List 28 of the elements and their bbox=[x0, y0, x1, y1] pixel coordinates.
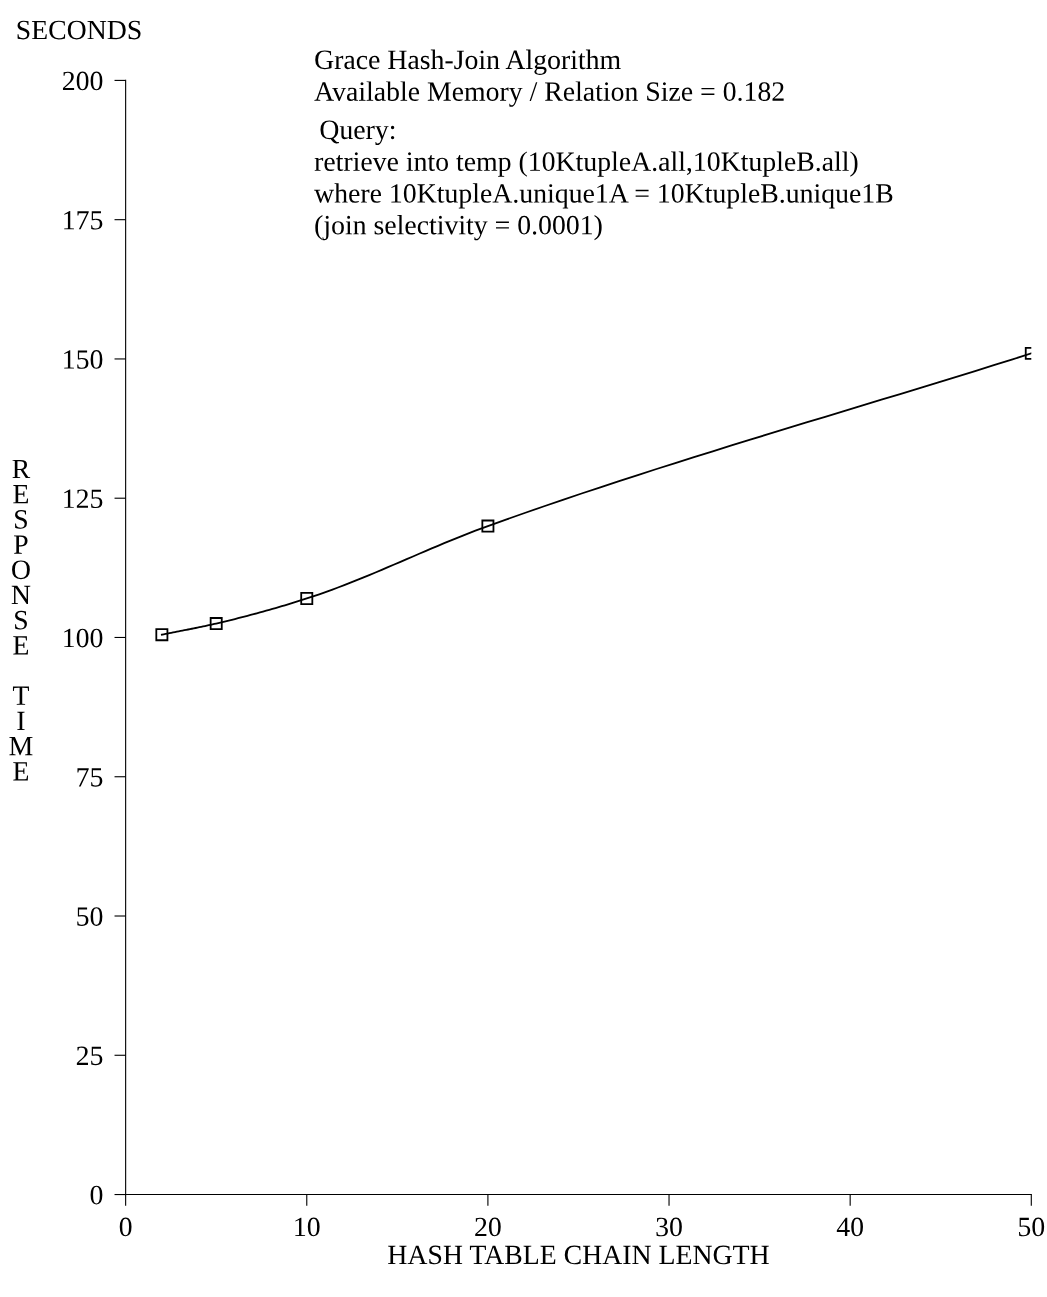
y-tick-label: 150 bbox=[64, 350, 103, 369]
x-tick-label: 40 bbox=[836, 1217, 863, 1237]
point bbox=[209, 617, 223, 631]
x-tick-label: 20 bbox=[475, 1217, 501, 1237]
y-tick-label: 200 bbox=[62, 71, 103, 91]
annotation: retrieve into temp (10KtupleA.all,10KtupleB.all) bbox=[314, 151, 858, 177]
y-tick-label: 25 bbox=[76, 1046, 103, 1066]
annotation: where 10KtupleA.unique1A = 10KtupleB.unique1B bbox=[314, 183, 893, 209]
point bbox=[300, 592, 314, 605]
x-tick-label: 30 bbox=[656, 1217, 682, 1237]
y-tick-label: 75 bbox=[77, 768, 103, 787]
x-tick-label: 50 bbox=[1019, 1217, 1045, 1237]
point bbox=[155, 628, 169, 642]
y-tick-label: 50 bbox=[77, 907, 103, 926]
text: SECONDS bbox=[17, 20, 141, 40]
annotation: (join selectivity = 0.0001) bbox=[315, 214, 602, 241]
annotation: Available Memory / Relation Size = 0.182 bbox=[314, 81, 784, 107]
x-tick-label: 0 bbox=[119, 1217, 132, 1237]
x-tick-label: 10 bbox=[295, 1217, 320, 1237]
y-tick-label: 100 bbox=[64, 628, 103, 648]
y-tick-label: 175 bbox=[64, 210, 103, 230]
text: Grace Hash-Join Algorithm bbox=[315, 49, 621, 75]
text: RESPONSE TIME bbox=[9, 459, 33, 781]
y-tick-label: 125 bbox=[64, 489, 103, 509]
annotation: Query: bbox=[320, 120, 395, 145]
point bbox=[481, 519, 495, 533]
x-axis-title: HASH TABLE CHAIN LENGTH bbox=[388, 1245, 769, 1265]
y-tick-label: 0 bbox=[90, 1185, 103, 1205]
